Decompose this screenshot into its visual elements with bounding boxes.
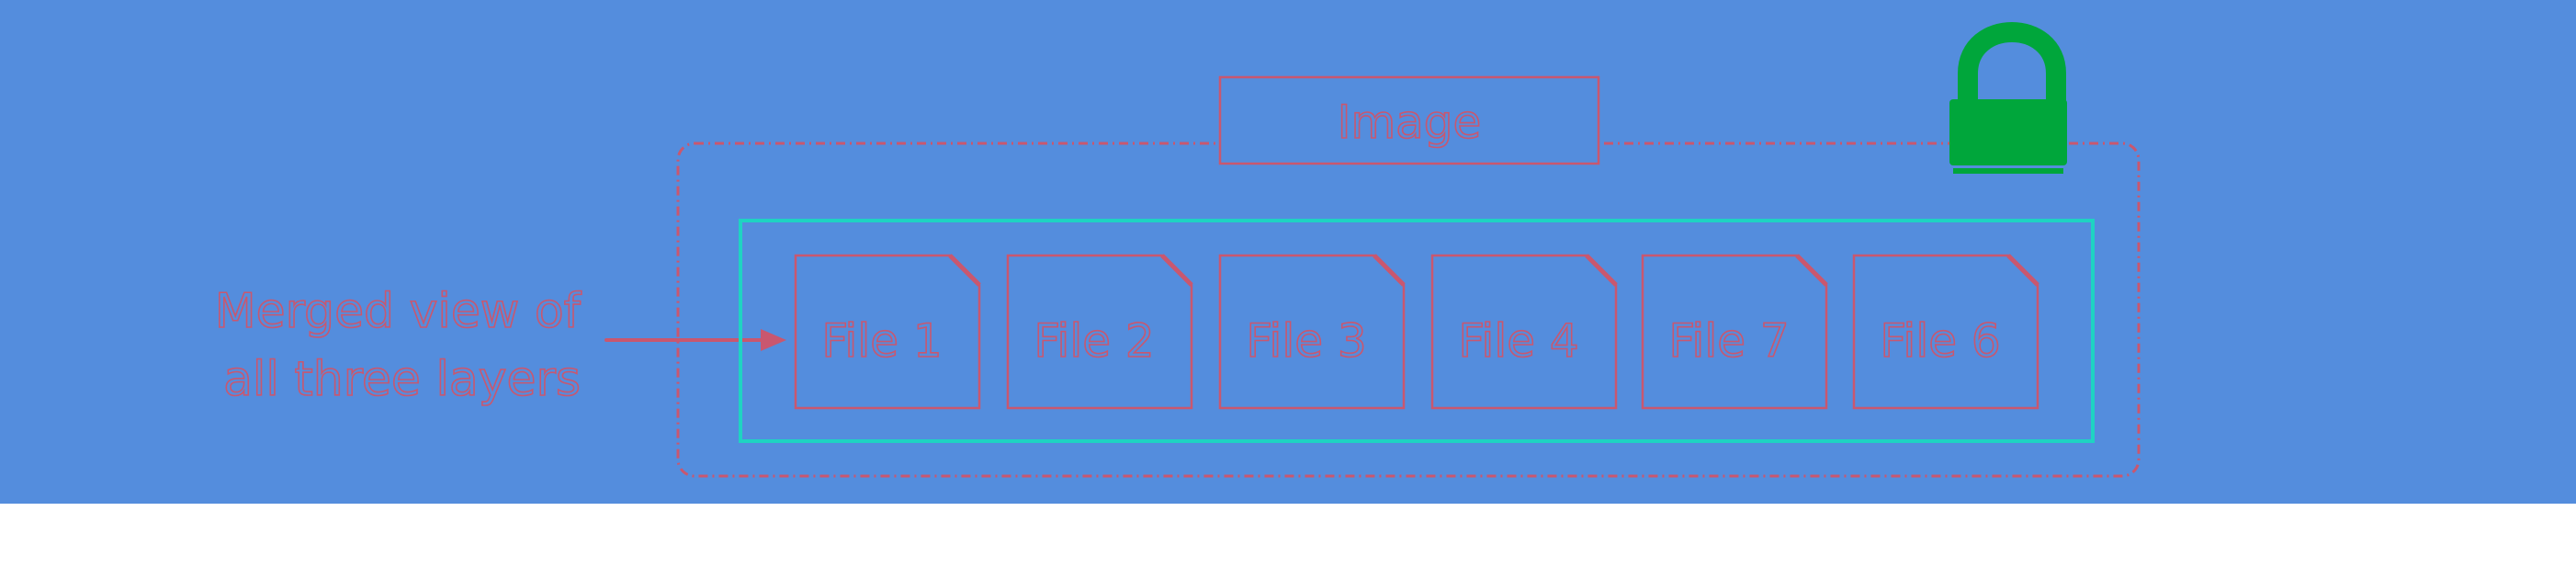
image-label-box bbox=[1218, 75, 1600, 165]
caption-line-1: Merged view of bbox=[215, 284, 582, 339]
file-card: File 1 bbox=[794, 254, 981, 410]
file-card: File 2 bbox=[1006, 254, 1193, 410]
image-container bbox=[676, 142, 2141, 478]
lock-icon bbox=[1949, 22, 2067, 174]
file-card: File 7 bbox=[1641, 254, 1828, 410]
file-card: File 6 bbox=[1852, 254, 2039, 410]
arrow-right-icon bbox=[604, 329, 786, 351]
file-label: File 7 bbox=[1668, 314, 1789, 368]
file-label: File 6 bbox=[1880, 314, 2000, 368]
file-label: File 4 bbox=[1458, 314, 1578, 368]
file-label: File 2 bbox=[1034, 314, 1154, 368]
file-label: File 3 bbox=[1246, 314, 1366, 368]
merged-view-box bbox=[739, 219, 2095, 443]
file-label: File 1 bbox=[821, 314, 942, 368]
file-card: File 3 bbox=[1218, 254, 1406, 410]
caption-line-2: all three layers bbox=[223, 352, 581, 407]
file-card: File 4 bbox=[1430, 254, 1618, 410]
image-label: Image bbox=[1338, 96, 1482, 149]
